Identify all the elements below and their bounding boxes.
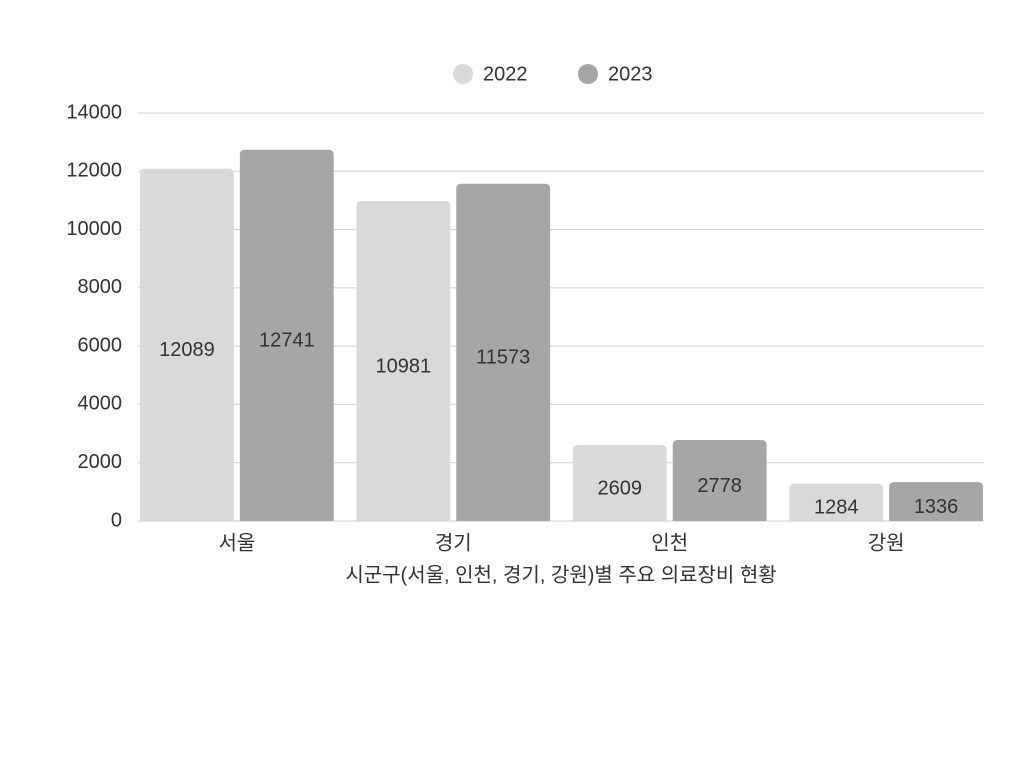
legend-label: 2022 [483,63,528,85]
y-tick-label: 12000 [66,160,122,182]
y-tick-label: 10000 [66,218,122,240]
bar [239,149,334,521]
bar [789,483,884,521]
data-label: 2609 [598,477,643,499]
x-axis-title: 시군구(서울, 인천, 경기, 강원)별 주요 의료장비 현황 [345,563,776,586]
x-tick-label: 인천 [651,531,688,554]
y-tick-label: 2000 [78,451,123,473]
x-tick-label: 서울 [218,531,255,554]
bar [572,444,667,521]
y-tick-label: 4000 [78,393,123,415]
y-tick-label: 0 [111,509,122,531]
legend-swatch [578,64,598,84]
data-label: 1336 [914,496,959,518]
legend-swatch [453,64,473,84]
data-label: 10981 [376,355,432,377]
legend-label: 2023 [608,63,653,85]
y-tick-label: 6000 [78,334,123,356]
bar [456,183,551,521]
y-tick-label: 8000 [78,276,123,298]
x-tick-label: 경기 [435,531,472,554]
data-label: 1284 [814,497,859,519]
bar [889,482,983,521]
data-label: 11573 [476,347,530,369]
bar [672,440,767,521]
x-tick-label: 강원 [868,531,905,554]
data-label: 12089 [159,339,215,361]
y-tick-label: 14000 [66,101,122,123]
bar [140,168,234,521]
data-label: 2778 [697,475,742,497]
data-label: 12741 [259,330,315,352]
bar [356,200,451,521]
